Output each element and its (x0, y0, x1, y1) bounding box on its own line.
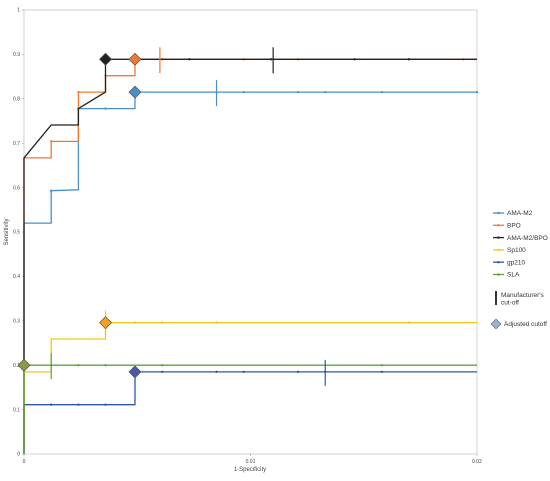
legend-label-AMA-M2/BPO: AMA-M2/BPO (507, 235, 548, 242)
legend-point-AMA-M2/BPO (497, 236, 500, 239)
legend-point-AMA-M2 (497, 211, 500, 215)
series-point-AMA-M2 (104, 107, 107, 110)
series-point-Sp100 (160, 321, 164, 324)
x-tick-label: 0 (23, 459, 26, 465)
y-tick-label: 0.3 (13, 319, 20, 325)
series-point-AMA-M2/BPO (269, 58, 273, 61)
adjusted-cutoff-BPO (128, 52, 142, 66)
series-point-AMA-M2 (49, 189, 53, 192)
legend-label-SLA: SLA (507, 272, 520, 279)
series-point-AMA-M2 (380, 90, 384, 94)
legend-point-SLA (497, 273, 500, 276)
series-point-gp210 (380, 370, 384, 374)
y-tick-label: 0.6 (13, 185, 20, 191)
legend-label-BPO: BPO (507, 223, 521, 230)
plot-border (23, 9, 478, 455)
series-point-Sp100 (133, 321, 137, 324)
y-axis-title: Sensitivity (4, 218, 10, 245)
series-line-BPO (23, 58, 477, 454)
series-point-gp210 (296, 370, 300, 374)
y-tick-label: 0.2 (13, 363, 20, 369)
series-point-gp210 (160, 370, 164, 374)
y-tick-label: 1 (17, 8, 20, 14)
y-tick-label: 0.1 (13, 407, 20, 413)
x-tick-label: 0.01 (246, 459, 256, 465)
legend-label-gp210: gp210 (507, 259, 525, 266)
series-point-SLA (160, 364, 164, 367)
series-point-BPO (49, 140, 53, 143)
legend-manufacturer-label-line2: cut-off (501, 300, 519, 307)
series-line-SLA (23, 364, 477, 454)
legend-label-AMA-M2: AMA-M2 (507, 210, 533, 217)
series-point-AMA-M2/BPO (353, 58, 356, 61)
y-tick-label: 0.8 (13, 97, 20, 103)
plot-area: 0 0.1 0.2 0.3 0.4 0.5 0.6 0.7 0.8 0.9 1 0 0.01 0.02 (13, 8, 482, 465)
series-line-AMA-M2/BPO (23, 58, 477, 454)
legend-adjusted-marker (490, 318, 502, 330)
series-point-gp210 (104, 403, 107, 406)
series-point-AMA-M2 (296, 90, 300, 94)
series-point-AMA-M2 (475, 90, 479, 94)
y-tick-label: 0.5 (13, 230, 20, 236)
adjusted-cutoff-AMA-M2 (128, 85, 142, 99)
series-point-gp210 (49, 403, 53, 406)
legend: AMA-M2 BPO AMA-M2/BPO Sp100 gp210 SLA Manufact… (490, 210, 548, 330)
legend-adjusted-label: Adjusted cutoff (504, 321, 547, 328)
legend-point-BPO (497, 224, 500, 227)
y-tick-label: 0.7 (13, 141, 20, 147)
series-line-Sp100 (23, 321, 477, 454)
series-point-AMA-M2/BPO (188, 58, 191, 61)
y-tick-label: 0.4 (13, 274, 20, 280)
series-line-AMA-M2 (23, 91, 477, 454)
markers-layer (17, 47, 326, 386)
x-axis-title: 1-Specificity (234, 467, 266, 473)
series-point-Sp100 (215, 321, 218, 324)
x-tick-label: 0.02 (472, 459, 482, 465)
legend-label-Sp100: Sp100 (507, 247, 526, 254)
series-point-SLA (380, 364, 384, 367)
series-point-AMA-M2 (324, 90, 327, 94)
series-point-gp210 (77, 403, 80, 406)
series-point-SLA (104, 364, 107, 367)
adjusted-cutoff-SLA (17, 358, 31, 372)
y-tick-label: 0.9 (13, 52, 20, 58)
series-point-Sp100 (407, 321, 411, 324)
adjusted-cutoff-gp210 (128, 365, 142, 379)
series-point-AMA-M2/BPO (407, 58, 411, 61)
series-point-SLA (77, 364, 80, 367)
legend-point-gp210 (497, 261, 500, 264)
series-layer (23, 58, 479, 454)
y-tick-label: 0 (17, 452, 20, 458)
adjusted-cutoff-Sp100 (99, 316, 113, 330)
adjusted-cutoff-AMA-M2/BPO (99, 52, 113, 66)
legend-manufacturer-label: Manufacturer's (501, 292, 545, 299)
legend-point-Sp100 (497, 248, 500, 252)
series-point-gp210 (215, 370, 218, 374)
series-line-gp210 (23, 371, 477, 454)
series-point-AMA-M2 (242, 90, 245, 94)
series-point-gp210 (242, 370, 245, 374)
series-point-BPO (77, 90, 80, 94)
